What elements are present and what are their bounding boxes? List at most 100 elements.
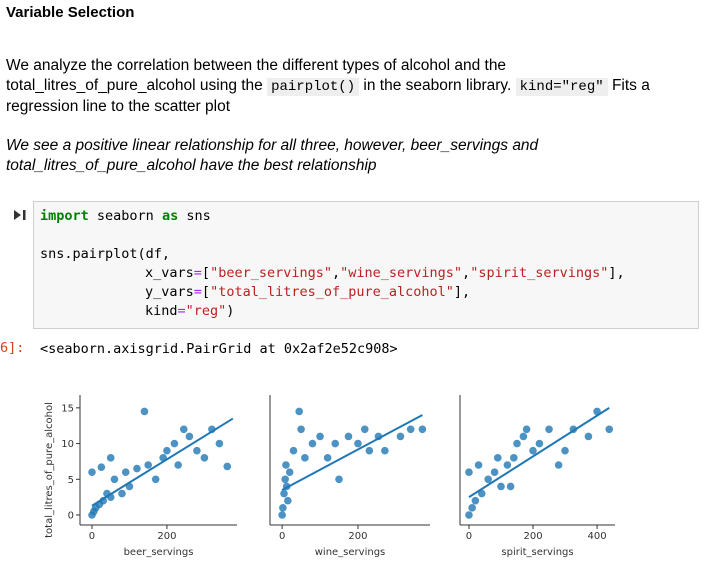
code-line: sns.pairplot(df, bbox=[40, 245, 170, 264]
point bbox=[185, 432, 194, 441]
x-tick-label: 400 bbox=[588, 531, 607, 542]
point bbox=[519, 432, 528, 441]
y-axis-label: total_litres_of_pure_alcohol bbox=[44, 402, 55, 538]
x-tick-label: 0 bbox=[466, 531, 472, 542]
point bbox=[493, 454, 502, 462]
string: "total_litres_of_pure_alcohol" bbox=[210, 284, 454, 300]
y-tick-label: 5 bbox=[68, 475, 74, 486]
point bbox=[106, 454, 115, 462]
y-tick-label: 15 bbox=[61, 403, 74, 414]
keyword: as bbox=[161, 208, 179, 224]
point bbox=[396, 432, 405, 441]
code-text: kind bbox=[145, 303, 178, 319]
string: "reg" bbox=[185, 303, 227, 319]
point bbox=[506, 482, 515, 491]
y-tick-label: 0 bbox=[68, 511, 74, 522]
point bbox=[354, 439, 362, 448]
code-line: y_vars=["total_litres_of_pure_alcohol"], bbox=[145, 283, 470, 302]
point bbox=[418, 425, 427, 434]
point bbox=[545, 425, 553, 434]
code-text: seaborn bbox=[88, 208, 162, 224]
point bbox=[503, 461, 512, 469]
point bbox=[510, 454, 518, 462]
point bbox=[163, 446, 171, 455]
code-line: kind="reg") bbox=[145, 302, 234, 321]
point bbox=[323, 454, 332, 462]
regression-line bbox=[468, 407, 610, 498]
point bbox=[381, 446, 389, 455]
point bbox=[144, 461, 152, 469]
point bbox=[497, 482, 505, 491]
point bbox=[110, 475, 119, 484]
code-text: y_vars bbox=[145, 284, 194, 300]
point bbox=[151, 475, 160, 484]
y-tick-label: 10 bbox=[61, 439, 74, 450]
point bbox=[289, 446, 298, 455]
point bbox=[281, 475, 289, 484]
point bbox=[133, 464, 141, 473]
point bbox=[223, 462, 232, 471]
point bbox=[465, 468, 473, 476]
code-text: sns bbox=[178, 208, 211, 224]
code-text: [ bbox=[201, 284, 211, 300]
point bbox=[215, 439, 224, 448]
x-axis-label: wine_servings bbox=[315, 547, 386, 558]
x-axis-label: spirit_servings bbox=[501, 547, 573, 558]
point bbox=[278, 511, 286, 519]
point bbox=[170, 439, 179, 448]
point bbox=[308, 439, 317, 448]
point bbox=[529, 446, 537, 455]
note: We see a positive linear relationship fo… bbox=[6, 137, 539, 174]
heading: Variable Selection bbox=[6, 4, 135, 21]
point bbox=[484, 475, 492, 484]
code-text: x_vars bbox=[145, 265, 194, 281]
x-tick-label: 200 bbox=[523, 531, 542, 542]
point bbox=[280, 489, 288, 498]
point bbox=[490, 468, 499, 476]
point bbox=[118, 489, 126, 498]
point bbox=[474, 461, 483, 469]
operator: = bbox=[193, 284, 202, 300]
code-text: [ bbox=[201, 265, 211, 281]
run-icon[interactable] bbox=[12, 208, 30, 222]
code-cell[interactable] bbox=[33, 201, 699, 329]
string: "beer_servings" bbox=[210, 265, 332, 281]
point bbox=[284, 496, 292, 505]
code-text: ], bbox=[453, 284, 471, 300]
point bbox=[331, 439, 340, 448]
text: Fits a regression line to the scatter pl… bbox=[6, 77, 650, 115]
pairplot: 0 200 0 5 10 15 beer_servings total_litres_of_p… bbox=[44, 395, 615, 558]
point bbox=[344, 432, 353, 441]
text: We analyze the correlation between the d… bbox=[6, 57, 507, 94]
point bbox=[584, 432, 593, 441]
point bbox=[88, 468, 96, 476]
point bbox=[193, 446, 201, 455]
code-text: , bbox=[462, 265, 471, 281]
point bbox=[316, 432, 324, 441]
operator: = bbox=[177, 303, 186, 319]
code-text: , bbox=[331, 265, 341, 281]
point bbox=[522, 425, 531, 434]
text: in the seaborn library. bbox=[359, 77, 516, 94]
inline-code: pairplot() bbox=[267, 78, 360, 96]
x-axis-label: beer_servings bbox=[124, 547, 194, 558]
inline-code: kind="reg" bbox=[515, 78, 608, 96]
point bbox=[200, 454, 209, 462]
point bbox=[554, 461, 563, 469]
point bbox=[295, 407, 303, 416]
point bbox=[174, 461, 182, 469]
point bbox=[179, 425, 188, 434]
regression-line bbox=[281, 414, 423, 491]
point bbox=[561, 446, 569, 455]
point bbox=[285, 468, 294, 476]
x-tick-label: 0 bbox=[279, 531, 285, 542]
point bbox=[360, 425, 369, 434]
x-tick-label: 200 bbox=[157, 531, 176, 542]
point bbox=[477, 489, 486, 498]
regression-line bbox=[91, 417, 234, 507]
point bbox=[468, 504, 476, 512]
keyword: import bbox=[40, 208, 89, 224]
point bbox=[605, 425, 614, 434]
point bbox=[365, 446, 374, 455]
